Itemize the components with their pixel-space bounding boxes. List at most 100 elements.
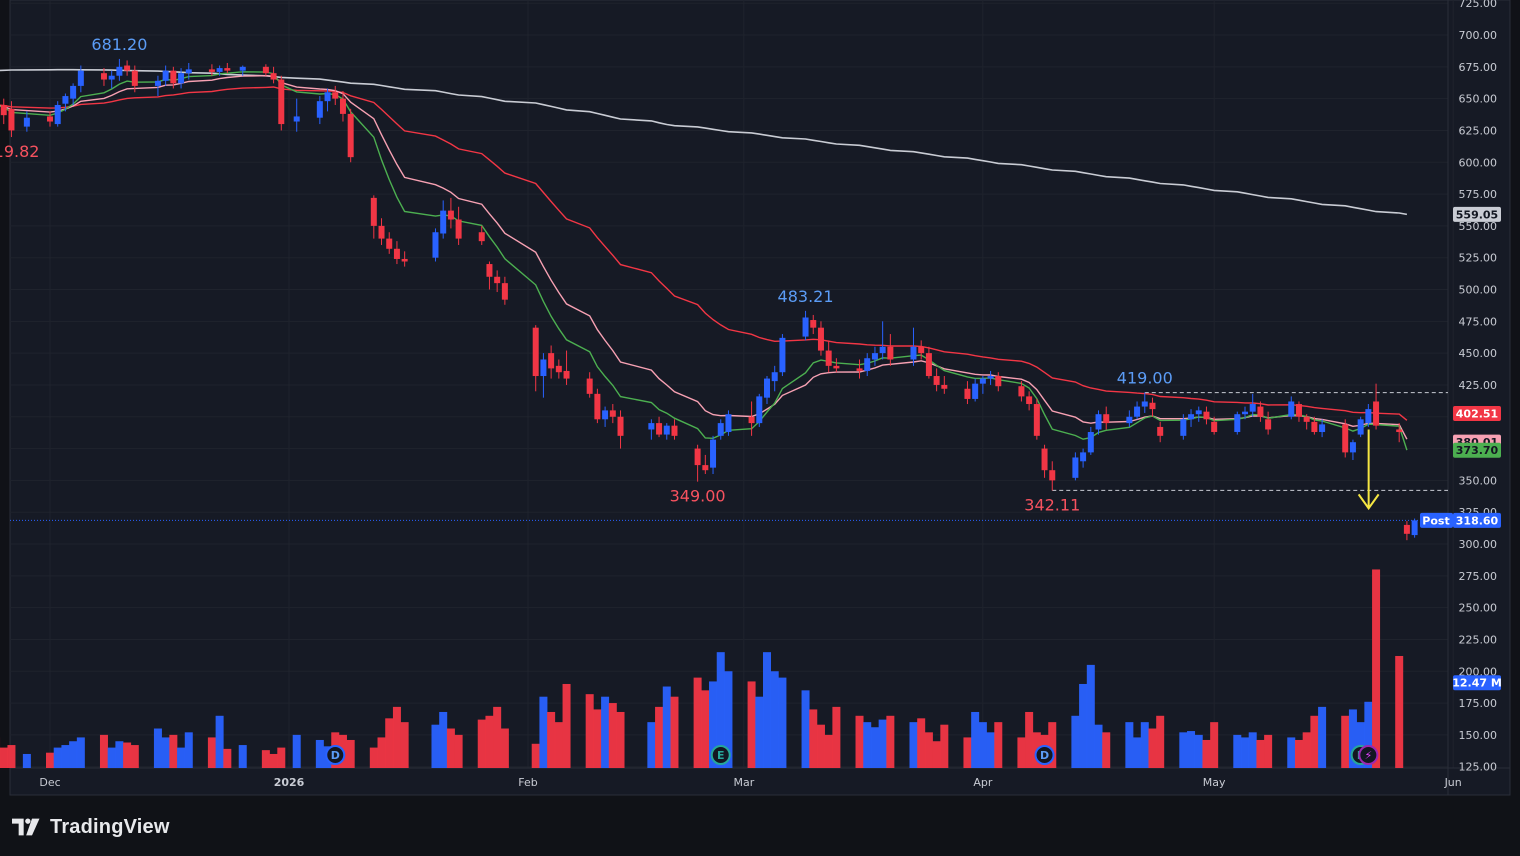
time-axis[interactable]: Dec 2026 Feb Mar Apr May Jun <box>39 776 1461 789</box>
volume-bar <box>763 652 771 768</box>
candle-body <box>8 108 15 131</box>
candle-body <box>185 69 192 74</box>
earnings-marker[interactable]: E <box>710 745 731 765</box>
volume-bar <box>7 745 16 768</box>
candle-body <box>602 410 609 420</box>
event-markers[interactable]: DEDE⚡ <box>325 745 1379 765</box>
candle-body <box>1211 421 1218 433</box>
volume-bar <box>870 727 879 768</box>
candle-body <box>432 232 439 258</box>
volume-bar <box>940 724 949 768</box>
volume-bar <box>1210 722 1219 768</box>
candle-body <box>964 388 971 399</box>
candle-body <box>979 378 986 384</box>
candle-body <box>887 346 894 360</box>
candle-body <box>617 416 624 436</box>
volume-bar <box>223 748 232 768</box>
candle-body <box>494 276 501 284</box>
volume-bar <box>1248 732 1257 768</box>
candle-body <box>663 425 670 435</box>
candle-body <box>756 396 763 424</box>
candle-body <box>440 210 447 234</box>
volume-bar <box>0 747 8 768</box>
price-tick-label: 600.00 <box>1459 156 1498 169</box>
volume-bar <box>123 742 132 768</box>
volume-bar <box>655 706 664 768</box>
volume-bar <box>1287 737 1296 768</box>
candle-body <box>1396 429 1403 433</box>
volume-bar <box>747 681 756 768</box>
marker-label: ⚡ <box>1364 749 1372 762</box>
volume-bar <box>1086 664 1095 768</box>
candle-body <box>1103 414 1110 424</box>
price-tick-label: 225.00 <box>1459 633 1498 646</box>
candle-body <box>1072 457 1079 478</box>
volume-bar <box>107 747 116 768</box>
candle-body <box>933 376 940 385</box>
news-marker[interactable]: ⚡ <box>1358 745 1379 765</box>
dividend-marker[interactable]: D <box>325 745 346 765</box>
price-tick-label: 500.00 <box>1459 284 1498 297</box>
volume-bar <box>1233 734 1242 768</box>
candle-body <box>671 425 678 436</box>
candle-body <box>1365 409 1372 424</box>
volume-bar <box>616 711 625 768</box>
price-tick-label: 700.00 <box>1459 29 1498 42</box>
arrow-head <box>1357 493 1380 511</box>
volume-bar <box>292 734 301 768</box>
volume-bar <box>1202 739 1211 768</box>
candle-body <box>47 116 53 122</box>
brand-name: TradingView <box>50 815 170 838</box>
marker-circle <box>1034 745 1055 765</box>
candle-body <box>401 258 408 262</box>
volume-bar <box>1094 724 1103 768</box>
price-tick-label: 650.00 <box>1459 93 1498 106</box>
candle-body <box>208 69 215 72</box>
volume-bar <box>585 694 594 768</box>
volume-bar <box>924 732 933 768</box>
candle-body <box>1141 401 1148 407</box>
volume-bar <box>277 747 286 768</box>
price-tag: 559.05 <box>1453 206 1501 222</box>
candle-body <box>478 232 485 242</box>
volume-bar <box>392 706 401 768</box>
volume-bar <box>1148 728 1157 768</box>
candle-body <box>1195 410 1202 415</box>
candle-body <box>23 117 30 127</box>
volume-bar <box>1310 715 1319 768</box>
candle-body <box>532 327 539 377</box>
brand-logo[interactable]: TradingView <box>12 814 170 840</box>
price-tick-label: 300.00 <box>1459 538 1498 551</box>
candle-body <box>178 73 185 84</box>
candle-body <box>131 70 138 86</box>
volume-bar <box>53 747 62 768</box>
dividend-marker[interactable]: D <box>1034 745 1055 765</box>
candle-body <box>1242 411 1248 415</box>
candle-body <box>871 353 878 360</box>
candle-body <box>1265 419 1272 430</box>
candle-body <box>656 423 663 435</box>
candle-body <box>70 85 77 99</box>
price-tag-value: 373.70 <box>1456 444 1499 457</box>
candle-body <box>1026 396 1033 405</box>
price-annotation: 342.11 <box>1024 495 1080 514</box>
candle-body <box>170 70 177 84</box>
price-annotation: 349.00 <box>670 487 726 506</box>
volume-bar <box>346 739 355 768</box>
volume-bar <box>1140 722 1149 768</box>
volume-bar <box>1156 715 1165 768</box>
horizontal-levels <box>10 392 1448 521</box>
volume-bar <box>1025 711 1034 768</box>
price-tick-label: 250.00 <box>1459 602 1498 615</box>
volume-bar <box>539 696 548 768</box>
candle-body <box>108 75 115 80</box>
price-tick-label: 550.00 <box>1459 220 1498 233</box>
price-tag-value: 12.47 M <box>1452 677 1502 690</box>
price-tick-label: 725.00 <box>1459 0 1498 10</box>
volume-bar <box>886 715 895 768</box>
price-tick-label: 175.00 <box>1459 697 1498 710</box>
candle-body <box>941 384 948 389</box>
price-tag-bg <box>1453 512 1501 528</box>
volume-bar <box>554 722 563 768</box>
